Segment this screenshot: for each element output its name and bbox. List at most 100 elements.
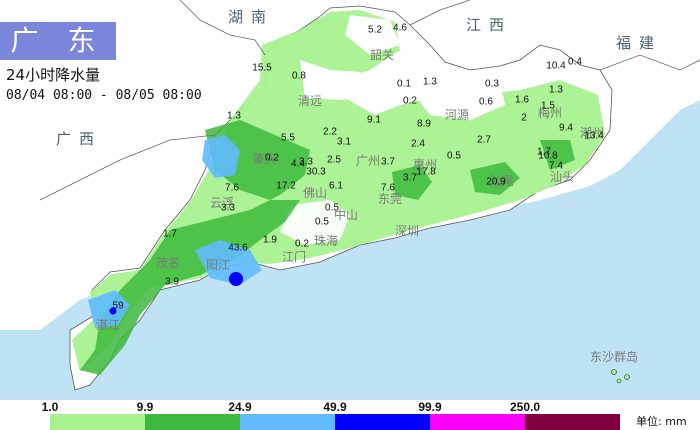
city-label-dongguan: 东莞 [378, 192, 403, 206]
city-label-huizhou: 惠州 [413, 158, 438, 172]
rain-value: 43.6 [228, 242, 248, 254]
rain-value: 5.5 [281, 132, 295, 144]
city-label-shaoguan: 韶关 [370, 48, 395, 62]
province-border-fujian [599, 54, 700, 71]
sea [0, 100, 700, 400]
legend-unit: 单位: mm [636, 415, 687, 428]
city-label-zhongshan: 中山 [334, 208, 359, 222]
rain-value: 10.8 [538, 150, 558, 162]
region-label-fujian: 福建 [616, 34, 663, 52]
province-border-hunan [179, 0, 266, 56]
rain-value: 8.9 [417, 118, 431, 130]
rain-value: 6.1 [329, 180, 343, 192]
rain-zone-mid-west [80, 120, 310, 375]
city-label-shantou: 汕头 [550, 170, 575, 184]
rain-value: 3.3 [299, 156, 313, 168]
rain-value: 0.1 [397, 78, 411, 90]
city-label-dongsha: 东沙群岛 [590, 350, 639, 364]
legend-swatch [240, 414, 335, 430]
city-label-zhuhai: 珠海 [314, 234, 339, 248]
rain-value: 30.3 [306, 166, 326, 178]
city-label-shanwei: 汕尾 [490, 174, 515, 188]
city-label-jiangmen: 江门 [282, 250, 307, 264]
city-label-yunfu: 云浮 [210, 196, 235, 210]
rain-zone-mid-huizhou [392, 165, 432, 200]
rain-value: 3.7 [381, 156, 395, 168]
legend-tick: 250.0 [509, 400, 541, 414]
city-label-shenzhen: 深圳 [395, 224, 420, 238]
dry-zone-shaoguan [345, 15, 400, 55]
map-title: 广 东 [0, 22, 116, 60]
rain-value: 1.7 [537, 146, 551, 158]
rain-spot-torrential-zhanjiang [109, 307, 117, 315]
rain-value: 4.6 [393, 22, 407, 34]
city-label-qingyuan: 清远 [298, 94, 323, 108]
rain-zone-heavy-yangjiang [195, 240, 262, 285]
legend-tick: 24.9 [228, 400, 252, 414]
city-label-maoming: 茂名 [156, 256, 181, 270]
rain-value: 0.5 [447, 150, 461, 162]
rain-value: 2 [521, 112, 527, 124]
city-label-guangzhou: 广州 [356, 154, 381, 168]
region-label-hunan: 湖南 [228, 8, 275, 26]
rain-value: 9.1 [367, 114, 381, 126]
rain-value: 1.3 [227, 110, 241, 122]
rain-value: 20.9 [486, 176, 506, 188]
city-label-chaozhou: 潮州 [580, 126, 605, 140]
rain-value: 1.5 [541, 100, 555, 112]
city-label-meizhou: 梅州 [538, 106, 563, 120]
rain-value: 0.8 [292, 70, 306, 82]
rain-value: 0.5 [325, 202, 339, 214]
rain-value: 3.9 [165, 276, 179, 288]
rain-value: 1.7 [163, 228, 177, 240]
time-range: 08/04 08:00 - 08/05 08:00 [6, 88, 202, 103]
rain-value: 0.3 [485, 78, 499, 90]
rain-value: 17.8 [416, 166, 436, 178]
rain-zone-mid-meizhou [540, 140, 575, 170]
legend-swatch [145, 414, 240, 430]
legend-tick: 1.0 [41, 400, 59, 414]
dry-zone-qingyuan [300, 60, 380, 100]
province-border-guangxi [39, 134, 216, 201]
rain-zone-heavy-zhanjiang [88, 290, 130, 328]
legend-swatch [430, 414, 525, 430]
rain-value: 0.2 [265, 152, 279, 164]
dry-zone-pearl [280, 200, 350, 245]
rain-value: 0.5 [315, 216, 329, 228]
rain-value: 1.9 [263, 234, 277, 246]
rain-value: 3.7 [403, 172, 417, 184]
legend-tick: 99.9 [418, 400, 442, 414]
dry-zone-heyuan [415, 70, 505, 120]
rain-value: 5.2 [368, 24, 382, 36]
rain-value: 4.4 [291, 158, 305, 170]
rain-value: 2.5 [327, 154, 341, 166]
legend-tick: 9.9 [136, 400, 154, 414]
rain-value: 2.4 [411, 138, 425, 150]
rain-value: 10.4 [546, 60, 566, 72]
region-label-jiangxi: 江西 [466, 16, 513, 34]
rain-value: 3.3 [221, 202, 235, 214]
city-label-heyuan: 河源 [445, 108, 470, 122]
dongsha-island [616, 378, 622, 384]
rain-value: 0.2 [403, 95, 417, 107]
province-border-jiangxi [409, 0, 471, 26]
rain-spot-torrential-yangjiang [229, 272, 243, 286]
legend-bar [50, 414, 620, 430]
rain-value: 7.6 [225, 182, 239, 194]
rain-value: 1.6 [515, 94, 529, 106]
rain-value: 13.4 [584, 130, 604, 142]
city-label-zhanjiang: 湛江 [96, 318, 121, 332]
rain-value: 0.6 [479, 96, 493, 108]
rain-value: 2.2 [323, 126, 337, 138]
rain-value: 0.4 [568, 56, 582, 68]
legend-swatch [335, 414, 430, 430]
dongsha-island [624, 374, 630, 380]
rain-value: 1.3 [549, 84, 563, 96]
rain-value: 7.4 [549, 160, 563, 172]
rain-value: 17.2 [276, 180, 296, 192]
city-label-foshan: 佛山 [303, 186, 328, 200]
legend-swatch [525, 414, 620, 430]
map-subtitle: 24小时降水量 [6, 66, 101, 84]
region-label-guangxi: 广西 [56, 130, 103, 148]
